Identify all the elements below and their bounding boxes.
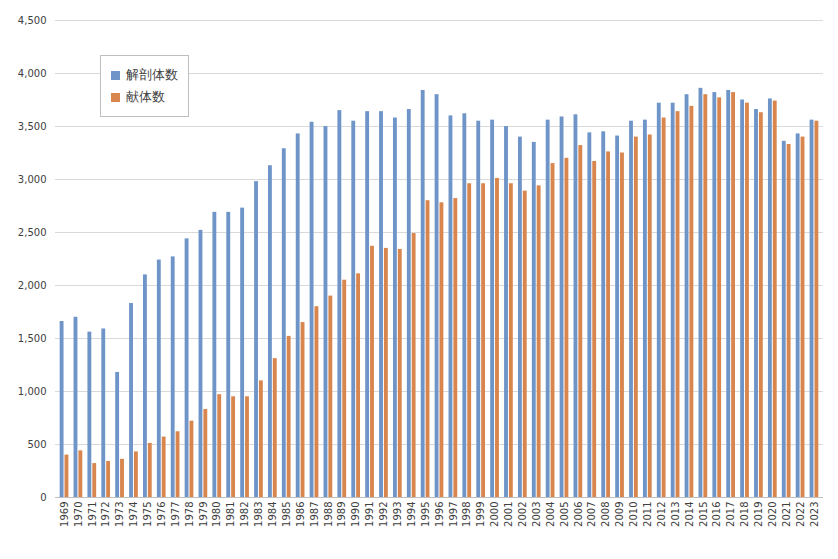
- svg-text:2008: 2008: [600, 502, 611, 527]
- svg-text:1973: 1973: [114, 502, 125, 527]
- svg-text:2020: 2020: [767, 502, 778, 527]
- svg-text:2001: 2001: [503, 502, 514, 527]
- svg-text:2002: 2002: [517, 502, 528, 527]
- svg-text:500: 500: [27, 439, 46, 450]
- svg-text:1980: 1980: [211, 502, 222, 527]
- svg-text:1977: 1977: [170, 502, 181, 527]
- svg-text:1971: 1971: [87, 502, 98, 527]
- svg-text:1999: 1999: [475, 502, 486, 527]
- html-text:解剖体数: 解剖体数: [126, 67, 178, 82]
- svg-text:2015: 2015: [698, 502, 709, 527]
- svg-text:2016: 2016: [711, 502, 722, 527]
- svg-text:1976: 1976: [156, 502, 167, 527]
- svg-text:1994: 1994: [406, 502, 417, 527]
- svg-text:2009: 2009: [614, 502, 625, 527]
- svg-text:2013: 2013: [670, 502, 681, 527]
- svg-text:1,000: 1,000: [18, 386, 47, 397]
- svg-text:2021: 2021: [781, 502, 792, 527]
- svg-text:1995: 1995: [420, 502, 431, 527]
- svg-text:2000: 2000: [489, 502, 500, 527]
- svg-text:2017: 2017: [725, 502, 736, 527]
- svg-text:2022: 2022: [795, 502, 806, 527]
- svg-text:2007: 2007: [586, 502, 597, 527]
- svg-text:1970: 1970: [73, 502, 84, 527]
- svg-text:1987: 1987: [309, 502, 320, 527]
- svg-text:2023: 2023: [809, 502, 820, 527]
- svg-text:2012: 2012: [656, 502, 667, 527]
- svg-text:1969: 1969: [59, 502, 70, 527]
- svg-text:2006: 2006: [573, 502, 584, 527]
- svg-text:1998: 1998: [461, 502, 472, 527]
- svg-text:3,500: 3,500: [18, 121, 47, 132]
- svg-text:3,000: 3,000: [18, 174, 47, 185]
- svg-text:1986: 1986: [295, 502, 306, 527]
- svg-text:4,500: 4,500: [18, 15, 47, 26]
- svg-text:1975: 1975: [142, 502, 153, 527]
- svg-text:1990: 1990: [350, 502, 361, 527]
- svg-text:1983: 1983: [253, 502, 264, 527]
- svg-text:2018: 2018: [739, 502, 750, 527]
- svg-text:2,000: 2,000: [18, 280, 47, 291]
- svg-text:1991: 1991: [364, 502, 375, 527]
- html-text:献体数: 献体数: [126, 89, 165, 104]
- svg-text:1988: 1988: [323, 502, 334, 527]
- svg-text:2010: 2010: [628, 502, 639, 527]
- svg-text:2004: 2004: [545, 502, 556, 527]
- svg-text:1979: 1979: [198, 502, 209, 527]
- svg-text:1974: 1974: [128, 502, 139, 527]
- svg-text:2003: 2003: [531, 502, 542, 527]
- svg-text:1985: 1985: [281, 502, 292, 527]
- svg-text:1,500: 1,500: [18, 333, 47, 344]
- svg-text:2014: 2014: [684, 502, 695, 527]
- svg-text:2,500: 2,500: [18, 227, 47, 238]
- svg-text:1996: 1996: [434, 502, 445, 527]
- svg-text:2019: 2019: [753, 502, 764, 527]
- svg-text:1989: 1989: [336, 502, 347, 527]
- svg-text:1992: 1992: [378, 502, 389, 527]
- svg-text:1981: 1981: [225, 502, 236, 527]
- svg-text:0: 0: [40, 492, 46, 503]
- svg-text:2011: 2011: [642, 502, 653, 527]
- svg-text:4,000: 4,000: [18, 68, 47, 79]
- svg-text:1984: 1984: [267, 502, 278, 527]
- svg-text:1997: 1997: [448, 502, 459, 527]
- svg-text:2005: 2005: [559, 502, 570, 527]
- svg-text:1972: 1972: [100, 502, 111, 527]
- svg-text:1978: 1978: [184, 502, 195, 527]
- svg-text:1993: 1993: [392, 502, 403, 527]
- svg-text:1982: 1982: [239, 502, 250, 527]
